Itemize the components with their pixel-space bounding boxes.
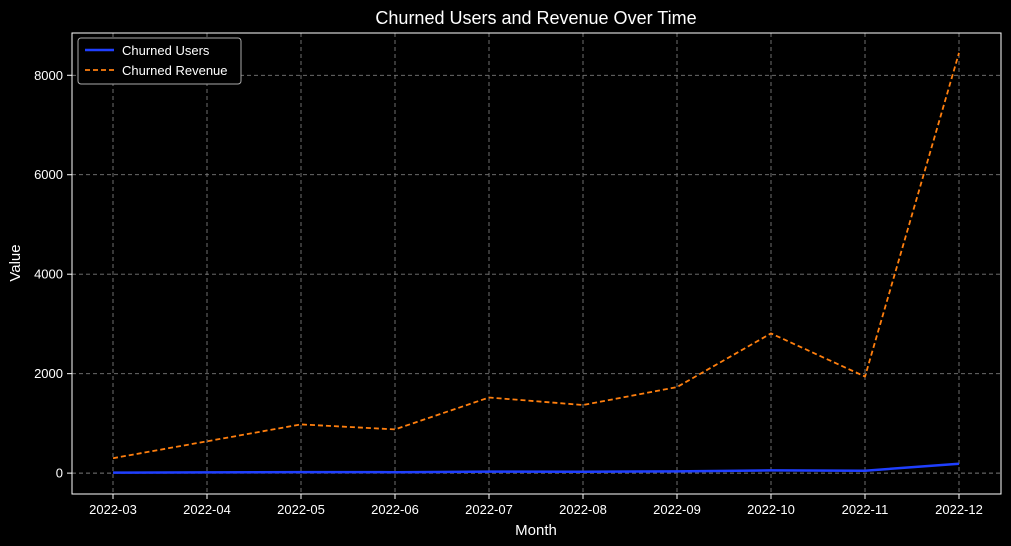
axes: 2022-03 2022-04 2022-05 2022-06 2022-07 2022-… <box>34 68 983 517</box>
x-tick-label: 2022-12 <box>935 502 983 517</box>
x-tick-label: 2022-05 <box>277 502 325 517</box>
x-tick-label: 2022-09 <box>653 502 701 517</box>
x-tick-label: 2022-10 <box>747 502 795 517</box>
chart-title: Churned Users and Revenue Over Time <box>375 8 696 28</box>
legend-box <box>77 37 242 85</box>
x-tick-label: 2022-06 <box>371 502 419 517</box>
x-tick-label: 2022-07 <box>465 502 513 517</box>
legend: Churned Users Churned Revenue <box>77 37 242 85</box>
y-tick-label: 8000 <box>34 68 63 83</box>
y-axis-label: Value <box>7 244 24 281</box>
plot-frame <box>71 32 1002 495</box>
y-tick-label: 6000 <box>34 167 63 182</box>
series-line-churned-users <box>112 462 960 474</box>
legend-label-churned-revenue: Churned Revenue <box>122 63 228 78</box>
x-tick-label: 2022-11 <box>842 502 889 517</box>
x-tick-label: 2022-03 <box>89 502 137 517</box>
legend-label-churned-users: Churned Users <box>122 43 210 58</box>
x-tick-label: 2022-04 <box>183 502 231 517</box>
y-tick-label: 2000 <box>34 366 63 381</box>
series-lines <box>112 52 960 474</box>
x-axis-label: Month <box>515 522 557 539</box>
y-tick-label: 0 <box>56 466 63 481</box>
x-tick-label: 2022-08 <box>559 502 607 517</box>
y-tick-label: 4000 <box>34 267 63 282</box>
